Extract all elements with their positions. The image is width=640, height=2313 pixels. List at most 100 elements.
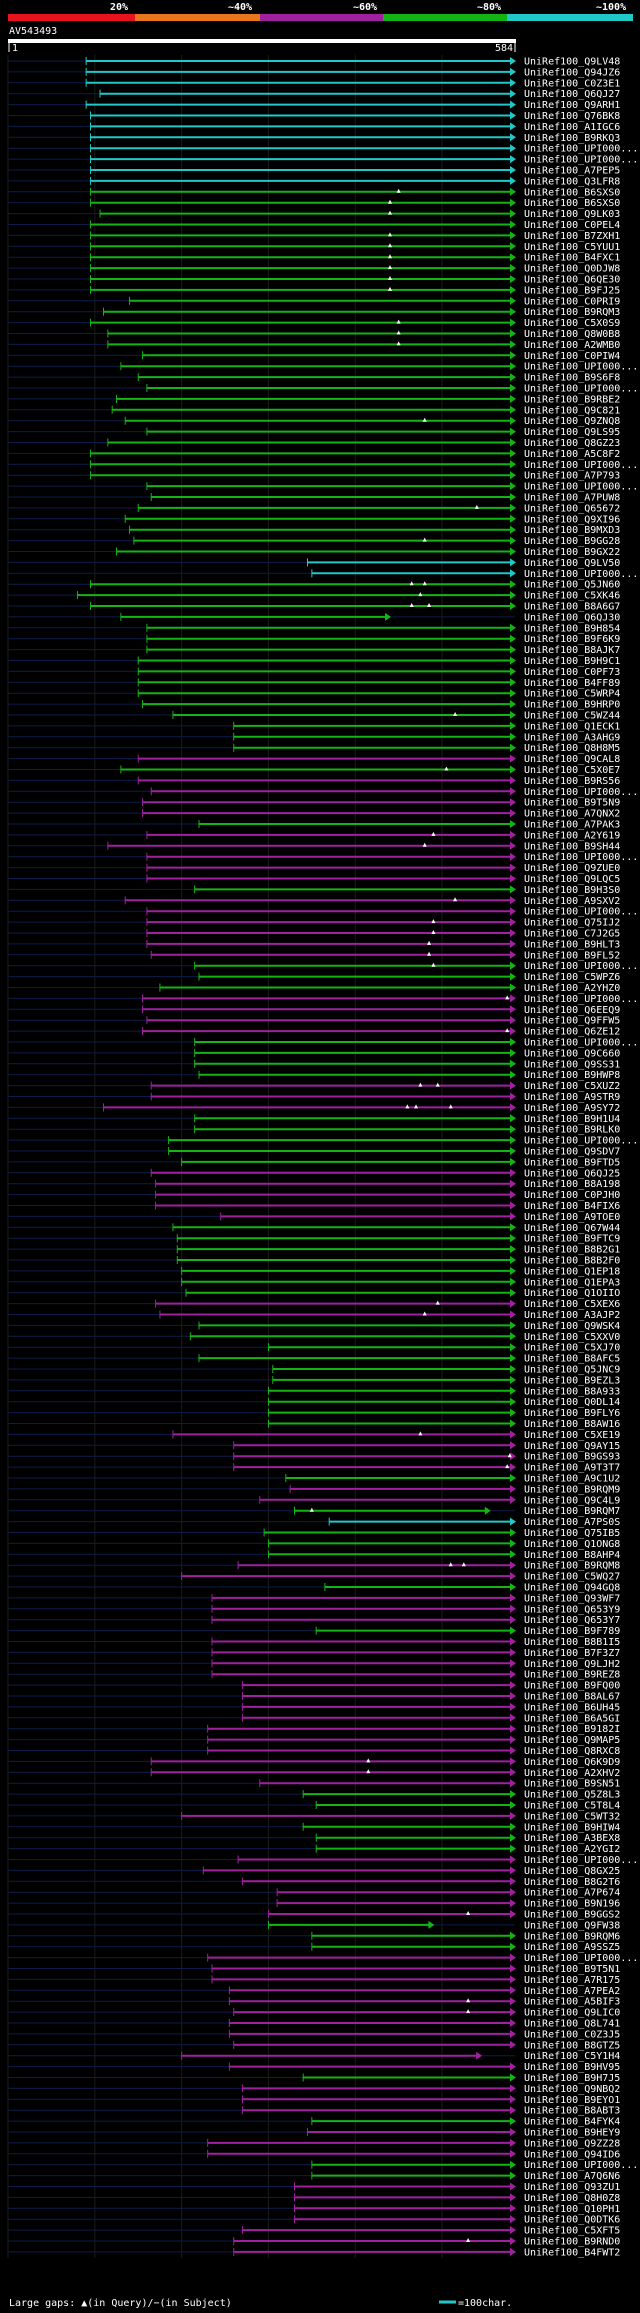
alignment-row[interactable]: UniRef100_C5WRP4 [8,689,620,700]
hit-id-label[interactable]: UniRef100_B9RQM9 [524,1484,620,1495]
hit-id-label[interactable]: UniRef100_UPI000... [524,155,638,166]
alignment-row[interactable]: UniRef100_UPI000... [8,994,638,1005]
alignment-row[interactable]: UniRef100_B7ZXH1 [8,231,620,242]
hit-id-label[interactable]: UniRef100_A9STR9 [524,1092,620,1103]
hit-id-label[interactable]: UniRef100_Q93ZU1 [524,2182,620,2193]
hit-id-label[interactable]: UniRef100_Q6QJ30 [524,612,620,623]
hit-id-label[interactable]: UniRef100_C5X0E7 [524,765,620,776]
alignment-row[interactable]: UniRef100_B9F789 [8,1626,620,1637]
alignment-row[interactable]: UniRef100_Q65672 [8,503,620,514]
hit-id-label[interactable]: UniRef100_Q9ZZ28 [524,2138,620,2149]
alignment-row[interactable]: UniRef100_A7PUW8 [8,493,620,504]
alignment-row[interactable]: UniRef100_Q9SDV7 [8,1147,620,1158]
hit-id-label[interactable]: UniRef100_B9EZL3 [524,1375,620,1386]
hit-id-label[interactable]: UniRef100_B6A5GI [524,1713,620,1724]
alignment-row[interactable]: UniRef100_Q9C660 [8,1048,620,1059]
alignment-row[interactable]: UniRef100_Q5Z8L3 [8,1790,620,1801]
hit-id-label[interactable]: UniRef100_B8A6G7 [524,602,620,613]
alignment-row[interactable]: UniRef100_B8A198 [8,1179,620,1190]
alignment-row[interactable]: UniRef100_Q9SS31 [8,1059,620,1070]
alignment-row[interactable]: UniRef100_B9182I [8,1724,620,1735]
hit-id-label[interactable]: UniRef100_B9H854 [524,623,620,634]
hit-id-label[interactable]: UniRef100_B9H1U4 [524,1114,620,1125]
alignment-row[interactable]: UniRef100_A1IGC6 [8,122,620,133]
alignment-row[interactable]: UniRef100_Q6QJ27 [8,89,620,100]
hit-id-label[interactable]: UniRef100_C5X0S9 [524,318,620,329]
hit-id-label[interactable]: UniRef100_Q9LV50 [524,558,620,569]
hit-id-label[interactable]: UniRef100_Q8GZ23 [524,438,620,449]
alignment-row[interactable]: UniRef100_Q8GX25 [8,1866,620,1877]
hit-id-label[interactable]: UniRef100_B8B1I5 [524,1637,620,1648]
hit-id-label[interactable]: UniRef100_Q5JN60 [524,580,620,591]
alignment-row[interactable]: UniRef100_C5XJ70 [8,1343,620,1354]
alignment-row[interactable]: UniRef100_C0Z3E1 [8,78,620,89]
alignment-row[interactable]: UniRef100_Q93ZU1 [8,2182,620,2193]
hit-id-label[interactable]: UniRef100_Q94GQ8 [524,1583,620,1594]
hit-id-label[interactable]: UniRef100_C5XFT5 [524,2226,620,2237]
hit-id-label[interactable]: UniRef100_B9SN51 [524,1779,620,1790]
alignment-row[interactable]: UniRef100_B9RND0 [8,2237,620,2248]
alignment-row[interactable]: UniRef100_Q9ZNQ8 [8,416,620,427]
alignment-row[interactable]: UniRef100_B9RBE2 [8,394,620,405]
hit-id-label[interactable]: UniRef100_C7J2G5 [524,929,620,940]
alignment-row[interactable]: UniRef100_UPI000... [8,1953,638,1964]
alignment-row[interactable]: UniRef100_B9REZ8 [8,1670,620,1681]
alignment-row[interactable]: UniRef100_UPI000... [8,2160,638,2171]
alignment-row[interactable]: UniRef100_Q9MAP5 [8,1735,620,1746]
hit-id-label[interactable]: UniRef100_A7PS0S [524,1517,620,1528]
hit-id-label[interactable]: UniRef100_B8G2T6 [524,1877,620,1888]
hit-id-label[interactable]: UniRef100_Q6K9D9 [524,1757,620,1768]
hit-id-label[interactable]: UniRef100_B9GG28 [524,536,620,547]
hit-id-label[interactable]: UniRef100_B9SH44 [524,841,620,852]
hit-id-label[interactable]: UniRef100_Q8L741 [524,2019,620,2030]
hit-id-label[interactable]: UniRef100_C5WQ27 [524,1572,620,1583]
hit-id-label[interactable]: UniRef100_Q94ID6 [524,2149,620,2160]
alignment-row[interactable]: UniRef100_C5Y1H4 [8,2051,620,2062]
hit-id-label[interactable]: UniRef100_C0PEL4 [524,220,620,231]
alignment-row[interactable]: UniRef100_Q9AY15 [8,1441,620,1452]
hit-id-label[interactable]: UniRef100_Q9ZUE0 [524,863,620,874]
hit-id-label[interactable]: UniRef100_B9REZ8 [524,1670,620,1681]
alignment-row[interactable]: UniRef100_B9RQM8 [8,1561,620,1572]
hit-id-label[interactable]: UniRef100_C5T8L4 [524,1801,620,1812]
alignment-row[interactable]: UniRef100_Q93WF7 [8,1593,620,1604]
hit-id-label[interactable]: UniRef100_B8ABT3 [524,2106,620,2117]
alignment-row[interactable]: UniRef100_Q1ONG8 [8,1539,620,1550]
hit-id-label[interactable]: UniRef100_A3AHG9 [524,732,620,743]
hit-id-label[interactable]: UniRef100_Q9MAP5 [524,1735,620,1746]
alignment-row[interactable]: UniRef100_B8B2G1 [8,1245,620,1256]
hit-id-label[interactable]: UniRef100_B9RS56 [524,776,620,787]
hit-id-label[interactable]: UniRef100_B8A198 [524,1179,620,1190]
hit-id-label[interactable]: UniRef100_Q9SDV7 [524,1147,620,1158]
hit-id-label[interactable]: UniRef100_Q9CAL8 [524,754,620,765]
hit-id-label[interactable]: UniRef100_C0PF73 [524,667,620,678]
alignment-row[interactable]: UniRef100_Q8H0Z8 [8,2193,620,2204]
alignment-row[interactable]: UniRef100_A3BEX8 [8,1833,620,1844]
alignment-row[interactable]: UniRef100_UPI000... [8,1038,638,1049]
alignment-row[interactable]: UniRef100_C7J2G5 [8,929,620,940]
alignment-row[interactable]: UniRef100_B9RQM3 [8,307,620,318]
alignment-row[interactable]: UniRef100_B8GTZ5 [8,2040,620,2051]
alignment-row[interactable]: UniRef100_A3AHG9 [8,732,620,743]
hit-id-label[interactable]: UniRef100_Q9LV48 [524,57,620,68]
alignment-row[interactable]: UniRef100_Q94JZ6 [8,67,620,78]
alignment-row[interactable]: UniRef100_Q0DJW8 [8,264,620,275]
alignment-row[interactable]: UniRef100_UPI000... [8,1855,638,1866]
alignment-row[interactable]: UniRef100_B8ABT3 [8,2106,620,2117]
alignment-row[interactable]: UniRef100_B9RLK0 [8,1125,620,1136]
alignment-row[interactable]: UniRef100_UPI000... [8,384,638,395]
alignment-row[interactable]: UniRef100_Q1EP18 [8,1266,620,1277]
alignment-row[interactable]: UniRef100_B8A933 [8,1386,620,1397]
hit-id-label[interactable]: UniRef100_Q1EP18 [524,1266,620,1277]
alignment-row[interactable]: UniRef100_Q8L741 [8,2019,620,2030]
alignment-row[interactable]: UniRef100_B9RQM7 [8,1506,620,1517]
alignment-row[interactable]: UniRef100_Q9NBQ2 [8,2084,620,2095]
alignment-row[interactable]: UniRef100_B8AJK7 [8,645,620,656]
alignment-row[interactable]: UniRef100_Q5JNC9 [8,1365,620,1376]
alignment-row[interactable]: UniRef100_B9MXD3 [8,525,620,536]
alignment-row[interactable]: UniRef100_A7P793 [8,471,620,482]
alignment-row[interactable]: UniRef100_B8AFC5 [8,1354,620,1365]
hit-id-label[interactable]: UniRef100_B8B2F0 [524,1256,620,1267]
hit-id-label[interactable]: UniRef100_Q8RXC8 [524,1746,620,1757]
hit-id-label[interactable]: UniRef100_Q8H8M5 [524,743,620,754]
